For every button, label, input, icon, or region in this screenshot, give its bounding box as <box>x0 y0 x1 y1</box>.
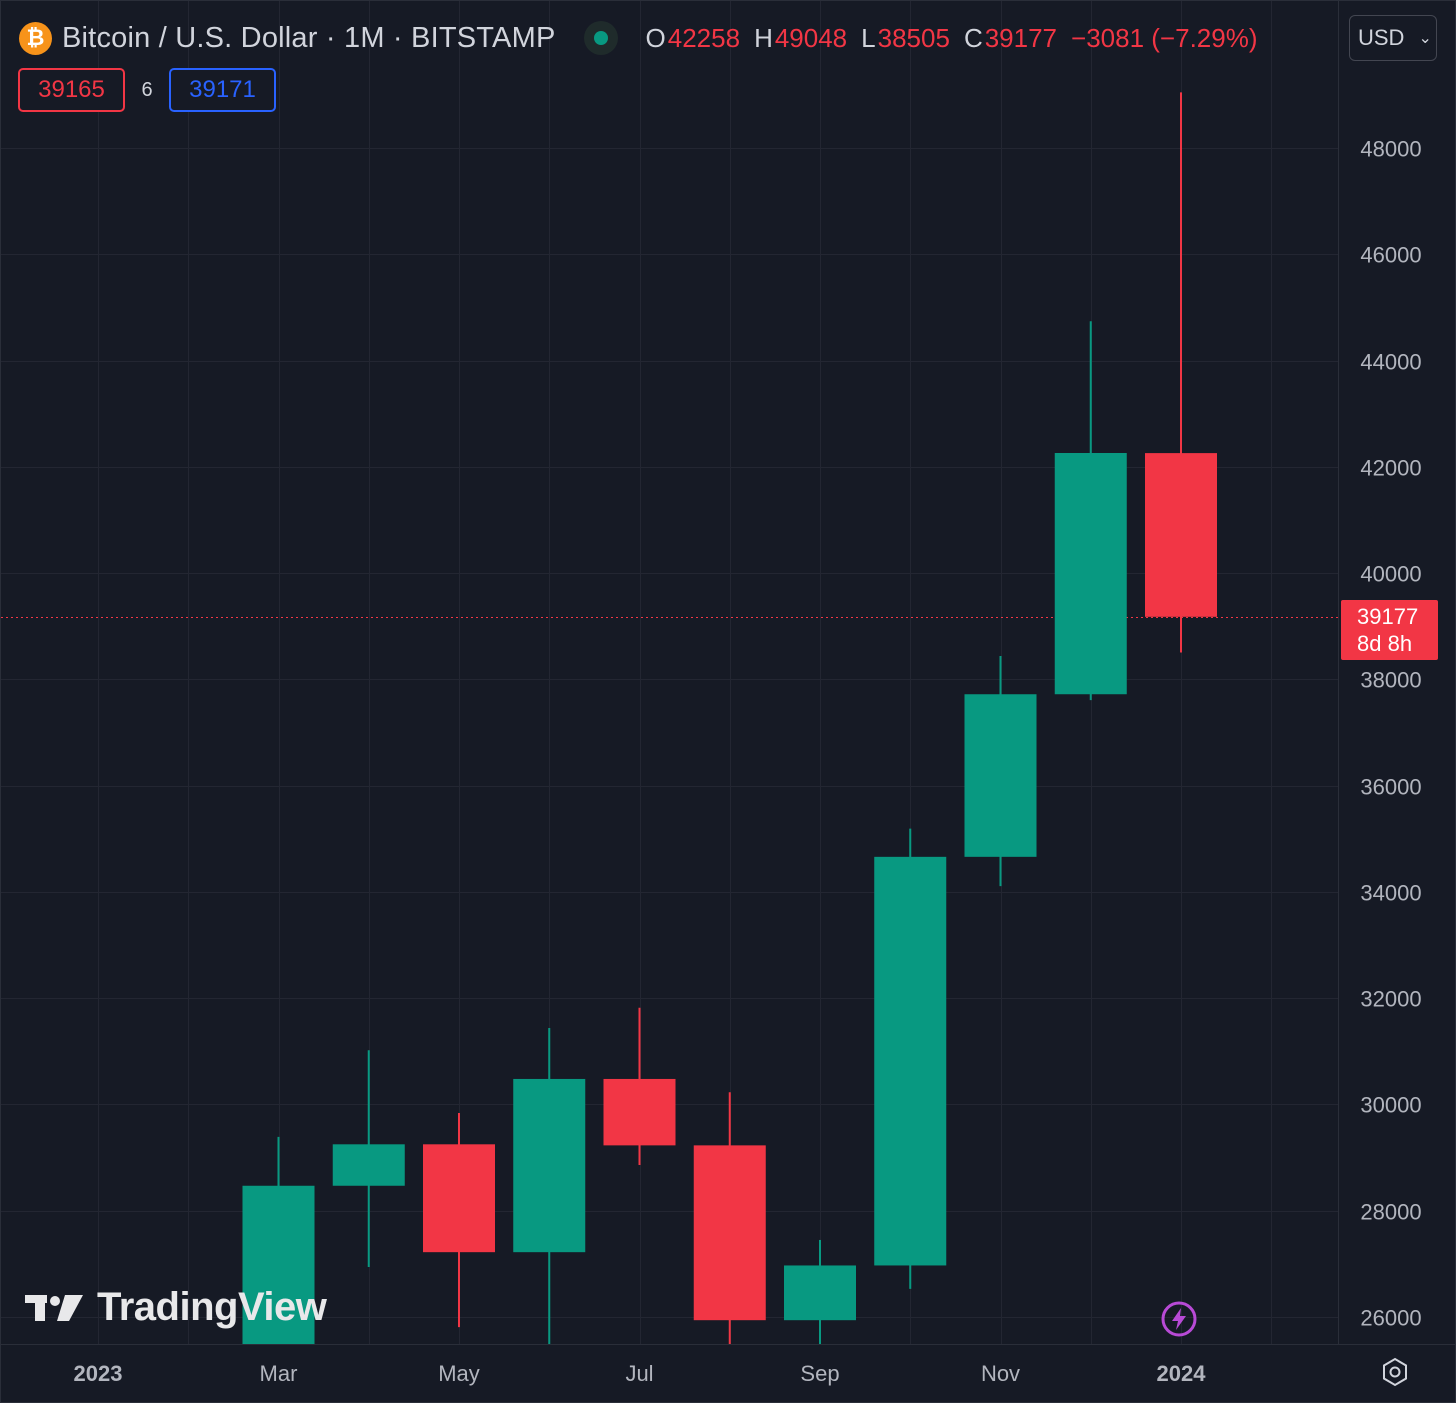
market-open-dot-icon <box>593 31 608 45</box>
y-tick-label: 30000 <box>1360 1093 1421 1118</box>
market-status-indicator[interactable] <box>583 21 618 55</box>
y-tick-label: 34000 <box>1360 881 1421 906</box>
candle-body <box>603 1078 676 1146</box>
close-value: 39177 <box>984 22 1058 53</box>
currency-label: USD <box>1358 25 1405 50</box>
candle-body <box>784 1265 856 1321</box>
candle-body <box>1054 453 1127 695</box>
candles <box>242 92 1217 1344</box>
candle[interactable] <box>242 1136 315 1344</box>
y-tick-label: 40000 <box>1360 562 1421 587</box>
open-value: 42258 <box>667 22 741 53</box>
candle-body <box>1145 453 1217 617</box>
candle-body <box>513 1078 586 1253</box>
tradingview-watermark[interactable]: TradingView <box>25 1285 327 1330</box>
y-tick-label: 44000 <box>1360 350 1421 375</box>
x-tick-label: Jul <box>625 1361 653 1386</box>
open-label: O <box>645 22 666 53</box>
candle[interactable] <box>1145 92 1217 653</box>
watermark-text: TradingView <box>97 1285 327 1329</box>
candle-body <box>332 1144 405 1186</box>
sell-button[interactable]: 39165 <box>18 68 125 112</box>
candle-body <box>964 694 1037 857</box>
x-tick-label: May <box>438 1361 480 1386</box>
high-value: 49048 <box>774 22 848 53</box>
candle[interactable] <box>874 828 947 1289</box>
candle[interactable] <box>1054 321 1127 701</box>
high-label: H <box>754 22 773 53</box>
candle-body <box>242 1185 315 1344</box>
candle[interactable] <box>693 1092 766 1344</box>
y-tick-label: 38000 <box>1360 668 1421 693</box>
y-tick-label: 28000 <box>1360 1200 1421 1225</box>
y-tick-label: 42000 <box>1360 456 1421 481</box>
x-tick-label: 2023 <box>74 1361 123 1386</box>
buy-button[interactable]: 39171 <box>169 68 276 112</box>
candle-body <box>423 1144 495 1253</box>
x-tick-label: Nov <box>981 1361 1020 1386</box>
tradingview-logo-icon <box>25 1294 83 1321</box>
candle[interactable] <box>423 1112 495 1328</box>
candle[interactable] <box>332 1050 405 1268</box>
candle[interactable] <box>603 1007 676 1166</box>
y-tick-label: 26000 <box>1360 1306 1421 1331</box>
y-tick-label: 32000 <box>1360 987 1421 1012</box>
price-axis[interactable]: 26000 28000 30000 32000 34000 36000 38000 40000… <box>1338 1 1422 1344</box>
x-tick-label: Sep <box>800 1361 839 1386</box>
low-value: 38505 <box>877 22 950 53</box>
spread-value: 6 <box>141 78 153 101</box>
currency-dropdown[interactable]: USD ⌄ <box>1349 15 1437 61</box>
candle[interactable] <box>964 655 1037 887</box>
candle[interactable] <box>513 1027 586 1344</box>
y-tick-label: 48000 <box>1360 137 1421 162</box>
time-axis[interactable]: 2023 Mar May Jul Sep Nov 2024 <box>1 1344 1455 1387</box>
change-value: −3081 (−7.29%) <box>1071 22 1258 53</box>
candle-body <box>693 1145 766 1321</box>
bitcoin-icon[interactable]: ₿ <box>19 21 52 55</box>
x-tick-label: 2024 <box>1157 1361 1207 1386</box>
last-price-tag: 39177 8d 8h <box>1341 600 1438 660</box>
candle-body <box>874 856 947 1266</box>
close-label: C <box>963 22 983 53</box>
low-label: L <box>861 22 876 53</box>
chevron-down-icon: ⌄ <box>1418 30 1432 47</box>
order-panel: 39165 6 39171 <box>18 68 276 112</box>
settings-icon[interactable] <box>1379 1356 1411 1388</box>
lightning-icon[interactable] <box>1161 1301 1197 1337</box>
candle[interactable] <box>784 1239 856 1344</box>
symbol-header: ₿ Bitcoin / U.S. Dollar · 1M · BITSTAMP … <box>19 15 1258 61</box>
y-tick-label: 46000 <box>1360 243 1421 268</box>
x-tick-label: Mar <box>260 1361 298 1386</box>
bar-countdown: 8d 8h <box>1357 631 1413 656</box>
ohlc-legend: O 42258 H 49048 L 38505 C 39177 −3081 (−… <box>646 23 1258 54</box>
symbol-title[interactable]: Bitcoin / U.S. Dollar · 1M · BITSTAMP <box>62 21 556 54</box>
y-tick-label: 36000 <box>1360 775 1421 800</box>
last-price-value: 39177 <box>1357 604 1419 629</box>
